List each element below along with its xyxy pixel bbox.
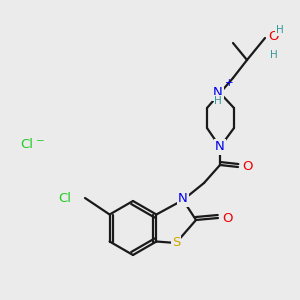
Text: H: H [214, 96, 222, 106]
Text: O: O [268, 29, 278, 43]
Text: O: O [222, 212, 232, 224]
Text: N: N [215, 140, 225, 154]
Text: +: + [225, 78, 234, 88]
Text: N: N [178, 193, 188, 206]
Text: H: H [276, 25, 284, 35]
Text: −: − [36, 136, 45, 146]
Text: N: N [213, 86, 223, 100]
Text: Cl: Cl [58, 191, 71, 205]
Text: S: S [172, 236, 180, 250]
Text: O: O [242, 160, 253, 173]
Text: Cl: Cl [20, 139, 33, 152]
Text: H: H [270, 50, 278, 60]
